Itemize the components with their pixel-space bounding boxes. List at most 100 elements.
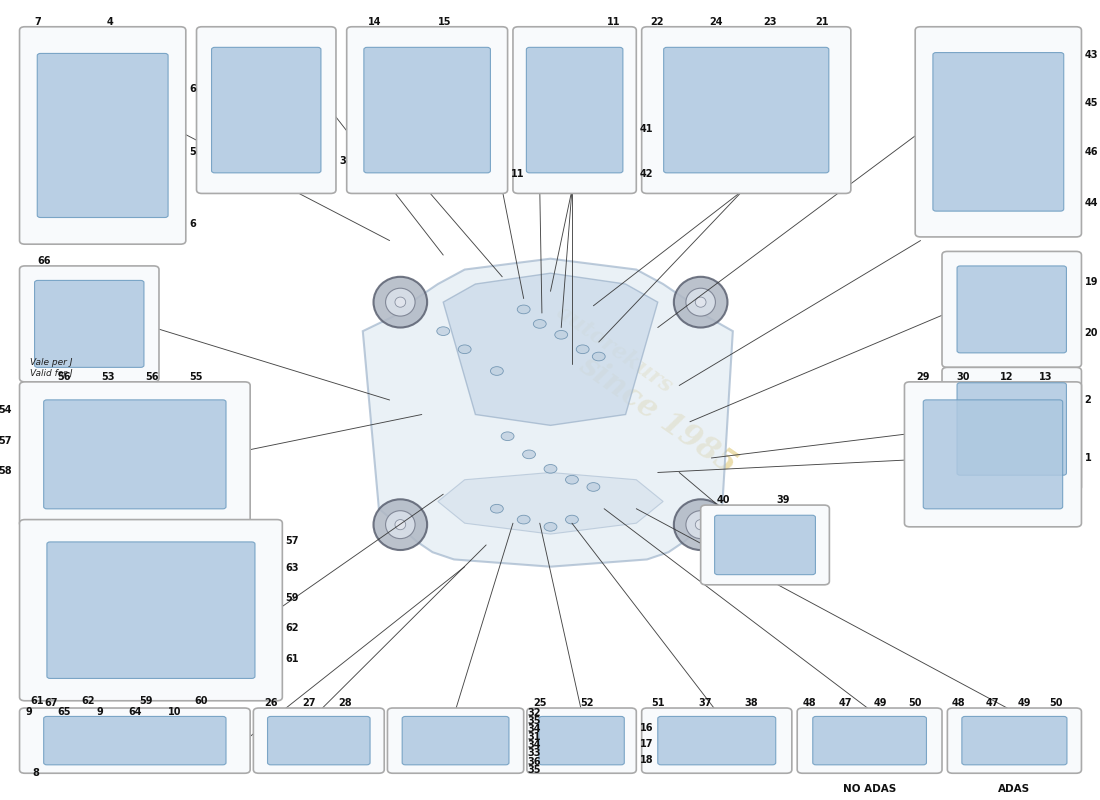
Text: 54: 54 <box>0 406 12 415</box>
FancyBboxPatch shape <box>403 717 509 765</box>
Ellipse shape <box>565 515 579 524</box>
Text: Valid for J: Valid for J <box>31 369 73 378</box>
Text: 11: 11 <box>510 169 525 179</box>
Ellipse shape <box>695 297 706 307</box>
Text: 39: 39 <box>776 495 790 505</box>
Ellipse shape <box>674 277 727 327</box>
Text: 18: 18 <box>639 755 653 766</box>
FancyBboxPatch shape <box>211 47 321 173</box>
Text: 49: 49 <box>873 698 887 708</box>
Ellipse shape <box>517 515 530 524</box>
FancyBboxPatch shape <box>20 26 186 244</box>
FancyBboxPatch shape <box>267 717 370 765</box>
FancyBboxPatch shape <box>346 26 507 194</box>
Text: 35: 35 <box>527 765 540 774</box>
Text: since 1985: since 1985 <box>573 349 742 480</box>
Text: 14: 14 <box>367 17 382 26</box>
Ellipse shape <box>386 510 415 538</box>
FancyBboxPatch shape <box>20 708 250 774</box>
Text: ADAS: ADAS <box>999 784 1031 794</box>
Ellipse shape <box>374 499 427 550</box>
Text: 21: 21 <box>815 17 828 26</box>
FancyBboxPatch shape <box>658 717 776 765</box>
Text: 35: 35 <box>527 716 540 726</box>
Text: 6: 6 <box>189 218 196 229</box>
Ellipse shape <box>395 519 406 530</box>
Ellipse shape <box>695 519 706 530</box>
Text: 52: 52 <box>580 698 593 708</box>
Ellipse shape <box>576 345 590 354</box>
Text: 20: 20 <box>1085 328 1098 338</box>
Polygon shape <box>363 258 733 566</box>
Text: 58: 58 <box>0 466 12 476</box>
FancyBboxPatch shape <box>701 505 829 585</box>
Ellipse shape <box>587 482 600 491</box>
FancyBboxPatch shape <box>947 708 1081 774</box>
Text: 28: 28 <box>339 698 352 708</box>
Text: 33: 33 <box>527 748 540 758</box>
Text: autorekurs: autorekurs <box>552 301 678 398</box>
Text: 53: 53 <box>101 372 116 382</box>
Ellipse shape <box>544 465 557 473</box>
Text: 7: 7 <box>34 17 41 26</box>
Text: 65: 65 <box>57 707 72 718</box>
Ellipse shape <box>386 288 415 316</box>
Text: 31: 31 <box>527 732 540 742</box>
Text: 36: 36 <box>527 757 540 766</box>
Text: 56: 56 <box>145 372 160 382</box>
FancyBboxPatch shape <box>933 53 1064 211</box>
Text: 10: 10 <box>167 707 182 718</box>
FancyBboxPatch shape <box>942 251 1081 367</box>
FancyBboxPatch shape <box>957 382 1066 475</box>
Text: 8: 8 <box>33 768 40 778</box>
Text: 3: 3 <box>339 156 345 166</box>
Text: 61: 61 <box>286 654 299 664</box>
Text: 16: 16 <box>639 723 653 733</box>
Text: 57: 57 <box>0 435 12 446</box>
FancyBboxPatch shape <box>641 708 792 774</box>
Text: 63: 63 <box>286 563 299 574</box>
Ellipse shape <box>674 499 727 550</box>
FancyBboxPatch shape <box>923 400 1063 509</box>
Text: 46: 46 <box>1085 147 1098 157</box>
Text: 32: 32 <box>527 708 540 718</box>
FancyBboxPatch shape <box>47 542 255 678</box>
Text: 59: 59 <box>139 696 153 706</box>
Text: 48: 48 <box>953 698 966 708</box>
FancyBboxPatch shape <box>904 382 1081 527</box>
FancyBboxPatch shape <box>641 26 850 194</box>
Ellipse shape <box>491 504 504 513</box>
FancyBboxPatch shape <box>957 266 1066 353</box>
Text: 45: 45 <box>1085 98 1098 109</box>
Text: 12: 12 <box>1000 372 1013 382</box>
Text: 55: 55 <box>189 372 204 382</box>
Text: 43: 43 <box>1085 50 1098 60</box>
FancyBboxPatch shape <box>527 47 623 173</box>
Text: 66: 66 <box>37 256 51 266</box>
FancyBboxPatch shape <box>34 281 144 367</box>
FancyBboxPatch shape <box>942 367 1081 490</box>
Text: 34: 34 <box>527 740 540 750</box>
Text: 26: 26 <box>264 698 277 708</box>
Text: 67: 67 <box>44 698 58 708</box>
Text: 23: 23 <box>763 17 777 26</box>
Text: 13: 13 <box>1040 372 1053 382</box>
FancyBboxPatch shape <box>20 382 250 527</box>
Text: NO ADAS: NO ADAS <box>843 784 896 794</box>
Text: 5: 5 <box>189 147 196 158</box>
Ellipse shape <box>592 352 605 361</box>
Text: 19: 19 <box>1085 278 1098 287</box>
Polygon shape <box>438 473 663 534</box>
Ellipse shape <box>459 345 471 354</box>
Text: 47: 47 <box>838 698 853 708</box>
FancyBboxPatch shape <box>44 717 225 765</box>
FancyBboxPatch shape <box>539 717 625 765</box>
Text: 9: 9 <box>97 707 103 718</box>
Text: 25: 25 <box>534 698 547 708</box>
Text: 30: 30 <box>956 372 970 382</box>
Text: 50: 50 <box>909 698 922 708</box>
Polygon shape <box>443 273 658 426</box>
Text: 41: 41 <box>639 124 653 134</box>
Text: 22: 22 <box>650 17 663 26</box>
Text: 27: 27 <box>302 698 316 708</box>
